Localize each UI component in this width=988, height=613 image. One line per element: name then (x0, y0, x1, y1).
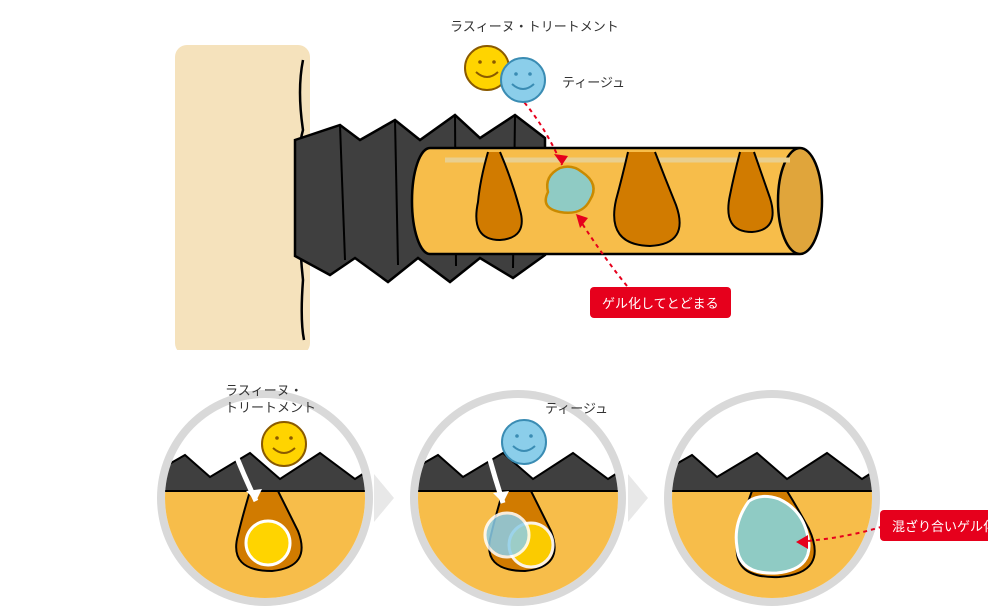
tissue-face-icon (501, 58, 545, 102)
cortex-endcap (778, 148, 822, 254)
step1-face-icon (256, 416, 312, 472)
skin-block (175, 45, 310, 350)
label-treatment-top: ラスィーヌ・トリートメント (450, 16, 619, 35)
chevron-2 (628, 474, 648, 522)
callout-mix-gel: 混ざり合いゲル化 (880, 510, 988, 541)
label-tissue-top: ティージュ (562, 72, 625, 91)
top-diagram (0, 0, 988, 350)
callout-gel-stay: ゲル化してとどまる (590, 287, 731, 318)
label-step1: ラスィーヌ・ トリートメント (225, 383, 316, 417)
chevron-1 (374, 474, 394, 522)
step2-face-icon (496, 414, 552, 470)
label-step2: ティージュ (545, 398, 608, 417)
